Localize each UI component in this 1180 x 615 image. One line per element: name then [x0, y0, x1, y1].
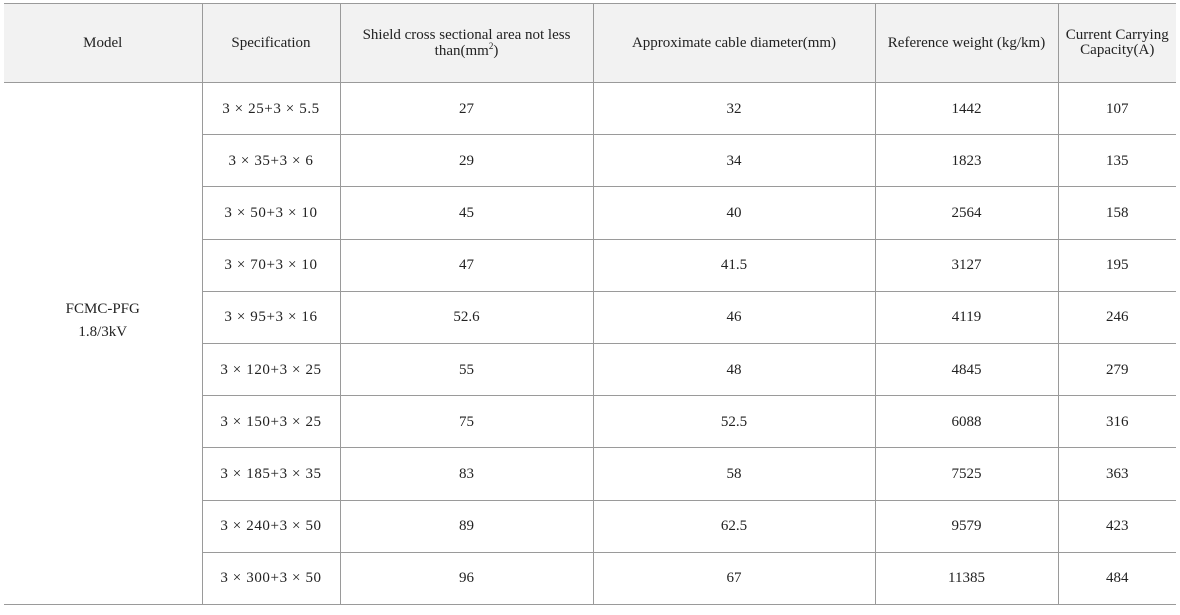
table-row: FCMC-PFG 1.8/3kV 3 × 25+3 × 5.5 27 32 1442 107: [4, 81, 1176, 605]
current-cell: 135: [1057, 134, 1176, 188]
model-cell: FCMC-PFG 1.8/3kV: [4, 82, 203, 605]
model-name: FCMC-PFG: [65, 301, 140, 318]
shield-area-cell: 96: [339, 551, 594, 605]
current-cell: 316: [1057, 395, 1176, 449]
current-cell: 484: [1057, 551, 1176, 605]
spec-cell: 3 × 50+3 × 10: [201, 186, 341, 240]
diameter-cell: 52.5: [592, 395, 876, 449]
table-row: 3 × 95+3 × 16 52.6 46 4119 246: [4, 290, 1176, 344]
current-cell: 363: [1057, 447, 1176, 501]
diameter-cell: 32: [592, 81, 876, 136]
table-body: FCMC-PFG 1.8/3kV 3 × 25+3 × 5.5 27 32 1442 107…: [4, 81, 1176, 605]
diameter-cell: 34: [592, 134, 876, 188]
spec-cell: 3 × 70+3 × 10: [201, 238, 341, 292]
shield-area-cell: 89: [339, 499, 594, 553]
table-row: 3 × 300+3 × 50 96 67 11385 484: [4, 551, 1176, 605]
header-shield-area: Shield cross sectional area not less tha…: [339, 3, 594, 83]
weight-cell: 4119: [874, 290, 1059, 344]
weight-cell: 11385: [874, 551, 1059, 605]
table-row: 3 × 35+3 × 6 29 34 1823 135: [4, 134, 1176, 188]
model-voltage: 1.8/3kV: [78, 324, 128, 341]
diameter-cell: 58: [592, 447, 876, 501]
current-cell: 246: [1057, 290, 1176, 344]
current-cell: 107: [1057, 81, 1176, 136]
weight-cell: 3127: [874, 238, 1059, 292]
shield-area-cell: 52.6: [339, 290, 594, 344]
weight-cell: 4845: [874, 342, 1059, 397]
header-shield-area-close: ): [493, 43, 499, 59]
cable-spec-table: Model Specification Shield cross section…: [4, 3, 1176, 605]
shield-area-cell: 55: [339, 342, 594, 397]
spec-cell: 3 × 120+3 × 25: [201, 342, 341, 397]
header-weight: Reference weight (kg/km): [874, 3, 1059, 83]
current-cell: 195: [1057, 238, 1176, 292]
shield-area-cell: 75: [339, 395, 594, 449]
weight-cell: 1823: [874, 134, 1059, 188]
header-model: Model: [4, 3, 203, 83]
header-specification: Specification: [201, 3, 341, 83]
shield-area-cell: 27: [339, 81, 594, 136]
current-cell: 158: [1057, 186, 1176, 240]
spec-cell: 3 × 300+3 × 50: [201, 551, 341, 605]
spec-cell: 3 × 25+3 × 5.5: [201, 81, 341, 136]
current-cell: 423: [1057, 499, 1176, 553]
weight-cell: 1442: [874, 81, 1059, 136]
header-row: Model Specification Shield cross section…: [4, 3, 1176, 83]
diameter-cell: 40: [592, 186, 876, 240]
shield-area-cell: 47: [339, 238, 594, 292]
header-shield-area-sup: 2: [488, 41, 494, 51]
current-cell: 279: [1057, 342, 1176, 397]
weight-cell: 6088: [874, 395, 1059, 449]
diameter-cell: 46: [592, 290, 876, 344]
header-shield-area-text: Shield cross sectional area not less tha…: [362, 27, 571, 59]
spec-cell: 3 × 185+3 × 35: [201, 447, 341, 501]
header-diameter: Approximate cable diameter(mm): [592, 3, 876, 83]
weight-cell: 7525: [874, 447, 1059, 501]
shield-area-cell: 83: [339, 447, 594, 501]
header-current: Current Carrying Capacity(A): [1057, 3, 1176, 83]
shield-area-cell: 29: [339, 134, 594, 188]
table-row: 3 × 185+3 × 35 83 58 7525 363: [4, 447, 1176, 501]
diameter-cell: 48: [592, 342, 876, 397]
weight-cell: 9579: [874, 499, 1059, 553]
weight-cell: 2564: [874, 186, 1059, 240]
table-row: 3 × 50+3 × 10 45 40 2564 158: [4, 186, 1176, 240]
diameter-cell: 62.5: [592, 499, 876, 553]
diameter-cell: 67: [592, 551, 876, 605]
shield-area-cell: 45: [339, 186, 594, 240]
spec-cell: 3 × 150+3 × 25: [201, 395, 341, 449]
spec-cell: 3 × 240+3 × 50: [201, 499, 341, 553]
diameter-cell: 41.5: [592, 238, 876, 292]
table-row: 3 × 70+3 × 10 47 41.5 3127 195: [4, 238, 1176, 292]
spec-cell: 3 × 35+3 × 6: [201, 134, 341, 188]
spec-cell: 3 × 95+3 × 16: [201, 290, 341, 344]
